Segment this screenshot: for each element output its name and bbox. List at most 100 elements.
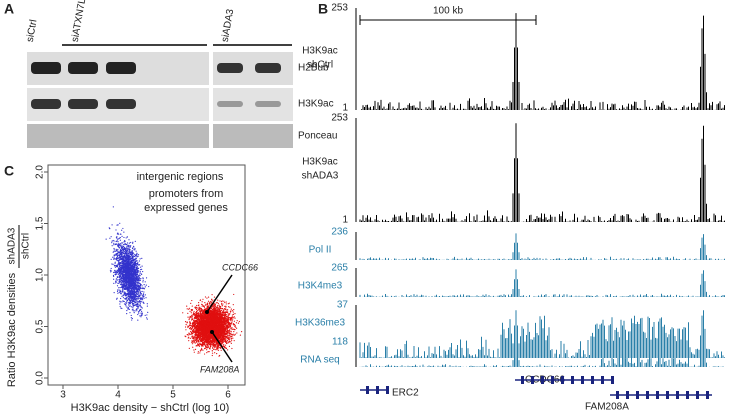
dot	[123, 247, 126, 249]
dot	[130, 254, 132, 257]
dot	[135, 294, 137, 296]
dot	[145, 284, 147, 286]
dot	[186, 305, 188, 307]
dot	[124, 304, 127, 306]
dot	[118, 244, 120, 247]
dot	[128, 254, 130, 257]
dot	[141, 285, 143, 287]
dot	[132, 252, 134, 254]
dot	[125, 282, 127, 285]
dot	[113, 240, 115, 242]
dot	[135, 269, 137, 271]
dot	[112, 263, 114, 265]
dot	[131, 295, 133, 297]
dot	[129, 312, 131, 314]
dot	[124, 253, 126, 255]
dot	[143, 291, 145, 293]
dot	[133, 279, 135, 281]
dot	[211, 352, 214, 354]
dot	[131, 255, 134, 258]
dot	[112, 239, 114, 242]
dot	[119, 222, 121, 224]
dot	[118, 261, 120, 263]
dot	[139, 271, 141, 273]
dot	[138, 277, 140, 280]
dot	[118, 276, 120, 278]
dot	[116, 264, 118, 266]
dot	[116, 239, 119, 241]
dot	[133, 281, 135, 283]
dot	[114, 262, 116, 264]
dot	[135, 260, 137, 262]
dot	[126, 270, 129, 272]
dot	[225, 301, 227, 303]
dot	[115, 250, 117, 252]
dot	[138, 312, 140, 314]
dot	[187, 337, 189, 339]
dot	[141, 310, 143, 312]
dot	[121, 270, 123, 272]
dot	[132, 241, 134, 243]
dot	[136, 290, 138, 293]
dot	[240, 331, 243, 333]
dot	[142, 279, 144, 281]
dot	[136, 289, 138, 291]
dot	[113, 292, 115, 294]
dot	[228, 331, 231, 333]
dot	[131, 319, 133, 321]
dot	[116, 236, 118, 238]
dot	[119, 264, 121, 267]
dot	[119, 300, 121, 302]
dot	[133, 253, 135, 255]
dot	[132, 292, 135, 295]
dot	[133, 276, 135, 278]
dot	[135, 277, 137, 280]
dot	[126, 244, 128, 246]
dot	[133, 290, 135, 292]
dot	[113, 244, 115, 246]
dot	[114, 261, 116, 263]
dot	[136, 273, 139, 276]
dot	[189, 310, 191, 312]
dot	[132, 283, 134, 286]
dot	[125, 275, 127, 277]
dot	[227, 306, 230, 308]
dot	[114, 274, 117, 276]
dot	[139, 298, 141, 300]
dot	[133, 298, 135, 300]
dot	[135, 286, 137, 288]
dot	[116, 290, 119, 292]
dot	[113, 250, 115, 252]
dot	[201, 345, 203, 347]
dot	[132, 289, 134, 291]
dot	[122, 276, 124, 278]
dot	[230, 331, 232, 333]
dot	[135, 258, 137, 260]
dot	[125, 237, 127, 239]
dot	[137, 298, 139, 300]
dot	[137, 311, 140, 313]
dot	[135, 296, 137, 298]
dot	[132, 278, 134, 280]
dot	[128, 263, 130, 265]
dot	[127, 308, 129, 310]
dot	[127, 265, 129, 267]
dot	[118, 291, 120, 294]
dot	[141, 298, 143, 300]
dot	[120, 258, 122, 260]
dot	[123, 300, 125, 303]
dot	[137, 283, 139, 285]
dot	[111, 245, 113, 247]
dot	[116, 276, 119, 279]
dot	[131, 251, 133, 254]
dot	[234, 313, 236, 315]
dot	[129, 261, 132, 263]
dot	[229, 338, 231, 340]
dot	[118, 287, 120, 289]
dot	[135, 301, 137, 304]
dot	[142, 294, 145, 296]
dot	[120, 252, 122, 254]
dot	[120, 293, 122, 295]
dot	[130, 245, 132, 247]
dot	[228, 345, 231, 347]
